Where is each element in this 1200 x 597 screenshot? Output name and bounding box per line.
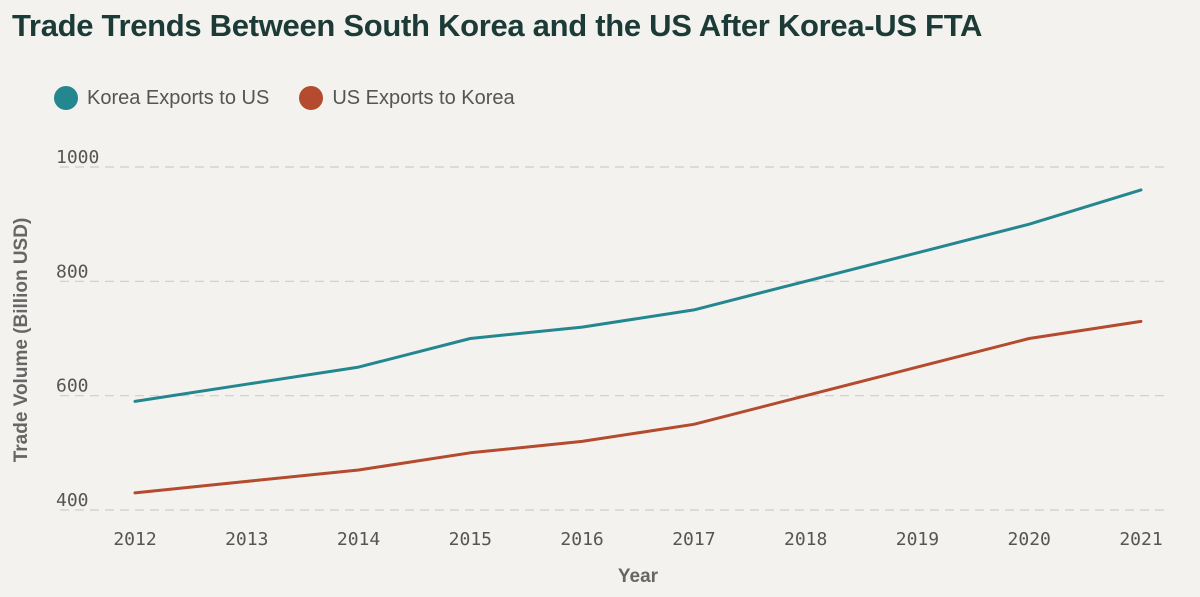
x-tick-label-2015: 2015 [449,529,492,550]
y-tick-label-800: 800 [56,261,89,282]
grid-layer [60,166,1168,511]
series-line-us-exports [133,319,1143,495]
legend-label-us-exports: US Exports to Korea [332,86,515,109]
x-tick-label-2020: 2020 [1008,529,1051,550]
y-axis-label: Trade Volume (Billion USD) [11,217,32,463]
tick-layer: 400 600 800 1000 2012 2013 2014 2015 2016 2017 201… [56,147,1163,550]
legend: Korea Exports to US US Exports to Korea [54,86,545,110]
x-tick-label-2014: 2014 [337,529,380,550]
chart-title: Trade Trends Between South Korea and the… [12,8,983,43]
x-tick-label-2021: 2021 [1119,529,1162,550]
legend-item-us-exports: US Exports to Korea [299,86,515,110]
x-tick-label-2013: 2013 [225,529,268,550]
legend-label-korea-exports: Korea Exports to US [87,86,270,109]
x-tick-label-2019: 2019 [896,529,939,550]
series-line-korea-exports [133,188,1143,403]
series-layer [133,188,1143,495]
legend-item-korea-exports: Korea Exports to US [54,86,269,110]
legend-marker-korea-exports [54,86,78,110]
y-tick-label-400: 400 [56,490,89,511]
x-tick-label-2017: 2017 [672,529,715,550]
x-tick-label-2016: 2016 [560,529,603,550]
legend-marker-us-exports [299,86,324,110]
x-axis-label: Year [617,566,659,587]
x-tick-label-2012: 2012 [113,529,156,550]
x-tick-label-2018: 2018 [784,529,827,550]
y-tick-label-600: 600 [56,376,89,397]
y-tick-label-1000: 1000 [56,147,99,168]
